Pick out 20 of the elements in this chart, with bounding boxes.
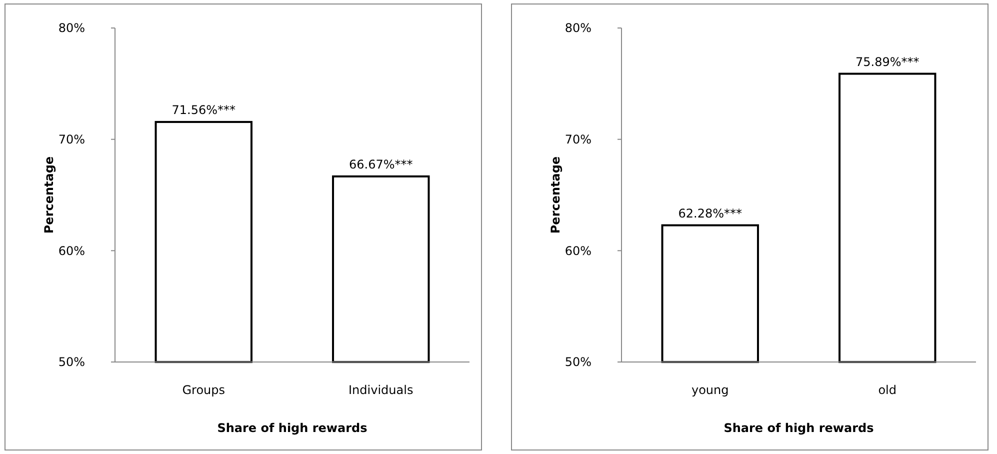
data-label: 66.67%*** [348,157,413,172]
y-tick-label: 80% [564,21,592,36]
data-label: 75.89%*** [855,54,920,69]
x-axis-title: Share of high rewards [217,421,368,435]
x-tick-label: old [878,383,897,397]
y-tick-label: 80% [58,21,85,36]
x-axis-title: Share of high rewards [724,421,874,435]
y-tick-label: 50% [564,355,592,370]
data-label: 62.28%*** [678,206,742,220]
x-tick-label: Individuals [348,383,414,397]
y-tick-label: 60% [564,244,592,258]
data-label: 71.56%*** [172,102,236,117]
y-axis-title: Percentage [42,156,56,234]
y-axis-title: Percentage [548,156,562,234]
x-tick-label: Groups [182,383,226,397]
y-tick-label: 60% [58,244,85,258]
y-tick-label: 70% [564,132,592,147]
y-tick-label: 50% [58,355,85,370]
y-tick-label: 70% [58,132,85,147]
x-tick-label: young [691,383,729,397]
